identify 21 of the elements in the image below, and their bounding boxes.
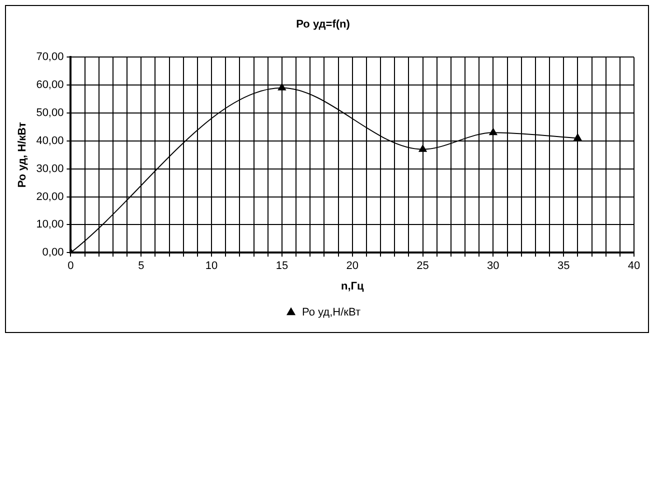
x-tick-label: 30: [487, 260, 500, 272]
x-tick-label: 5: [138, 260, 144, 272]
x-tick-label: 25: [416, 260, 429, 272]
y-tick-label: 10,00: [36, 218, 64, 231]
y-tick-label: 20,00: [36, 190, 64, 203]
x-tick-label: 20: [346, 260, 358, 272]
x-tick-label: 35: [557, 260, 570, 272]
y-tick-label: 0,00: [42, 246, 64, 259]
y-tick-label: 60,00: [36, 79, 64, 92]
y-axis-title: Ро уд, Н/кВт: [16, 122, 29, 188]
y-tick-label: 40,00: [36, 134, 64, 147]
y-tick-label: 50,00: [36, 107, 64, 120]
x-tick-label: 15: [276, 260, 288, 272]
y-tick-label: 70,00: [36, 51, 64, 64]
x-tick-label: 40: [628, 260, 640, 272]
x-tick-label: 10: [205, 260, 218, 272]
chart-title: Ро уд=f(n): [296, 18, 350, 31]
y-tick-label: 30,00: [36, 162, 64, 175]
x-tick-label: 0: [68, 260, 74, 272]
x-axis-title: n,Гц: [340, 280, 364, 292]
legend-label: Ро уд,Н/кВт: [302, 306, 360, 319]
